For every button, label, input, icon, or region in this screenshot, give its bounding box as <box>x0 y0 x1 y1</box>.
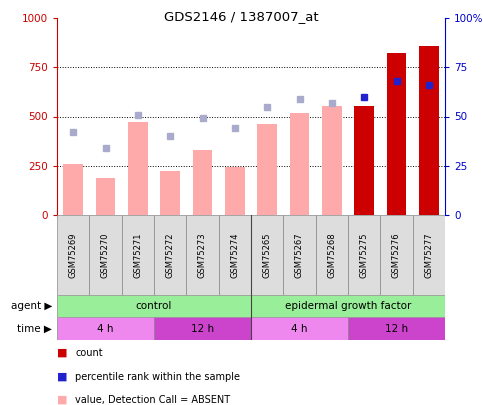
Bar <box>193 150 212 215</box>
FancyBboxPatch shape <box>89 215 122 295</box>
Text: GSM75274: GSM75274 <box>230 232 240 278</box>
FancyBboxPatch shape <box>251 317 348 340</box>
Bar <box>257 124 277 215</box>
Text: control: control <box>136 301 172 311</box>
FancyBboxPatch shape <box>348 215 380 295</box>
Text: 4 h: 4 h <box>97 324 114 333</box>
FancyBboxPatch shape <box>154 215 186 295</box>
Bar <box>387 53 406 215</box>
Text: GSM75277: GSM75277 <box>425 232 433 278</box>
FancyBboxPatch shape <box>122 215 154 295</box>
Text: GSM75271: GSM75271 <box>133 232 142 278</box>
FancyBboxPatch shape <box>57 215 89 295</box>
FancyBboxPatch shape <box>380 215 412 295</box>
FancyBboxPatch shape <box>154 317 251 340</box>
Text: GSM75267: GSM75267 <box>295 232 304 278</box>
FancyBboxPatch shape <box>316 215 348 295</box>
FancyBboxPatch shape <box>251 295 445 317</box>
Text: time ▶: time ▶ <box>17 324 52 333</box>
Text: GSM75268: GSM75268 <box>327 232 336 278</box>
FancyBboxPatch shape <box>412 215 445 295</box>
FancyBboxPatch shape <box>219 215 251 295</box>
Bar <box>419 46 439 215</box>
FancyBboxPatch shape <box>186 215 219 295</box>
Text: GSM75273: GSM75273 <box>198 232 207 278</box>
Bar <box>160 171 180 215</box>
FancyBboxPatch shape <box>348 317 445 340</box>
Text: percentile rank within the sample: percentile rank within the sample <box>75 372 241 382</box>
Bar <box>63 164 83 215</box>
Text: epidermal growth factor: epidermal growth factor <box>285 301 411 311</box>
Text: count: count <box>75 348 103 358</box>
Bar <box>322 106 341 215</box>
Text: GSM75269: GSM75269 <box>69 232 78 278</box>
Text: GSM75265: GSM75265 <box>263 232 271 278</box>
Text: agent ▶: agent ▶ <box>11 301 52 311</box>
Text: ■: ■ <box>57 372 68 382</box>
Text: GDS2146 / 1387007_at: GDS2146 / 1387007_at <box>164 10 319 23</box>
Text: GSM75270: GSM75270 <box>101 232 110 278</box>
Text: ■: ■ <box>57 348 68 358</box>
Bar <box>96 177 115 215</box>
Bar <box>290 113 309 215</box>
FancyBboxPatch shape <box>251 215 284 295</box>
Bar <box>355 106 374 215</box>
Text: GSM75272: GSM75272 <box>166 232 175 278</box>
Bar <box>128 122 147 215</box>
FancyBboxPatch shape <box>57 317 154 340</box>
Text: ■: ■ <box>57 395 68 405</box>
Text: 4 h: 4 h <box>291 324 308 333</box>
Text: GSM75276: GSM75276 <box>392 232 401 278</box>
FancyBboxPatch shape <box>57 295 251 317</box>
Text: 12 h: 12 h <box>191 324 214 333</box>
Text: value, Detection Call = ABSENT: value, Detection Call = ABSENT <box>75 395 230 405</box>
Text: 12 h: 12 h <box>385 324 408 333</box>
FancyBboxPatch shape <box>284 215 316 295</box>
Text: GSM75275: GSM75275 <box>360 232 369 278</box>
Bar <box>225 167 244 215</box>
